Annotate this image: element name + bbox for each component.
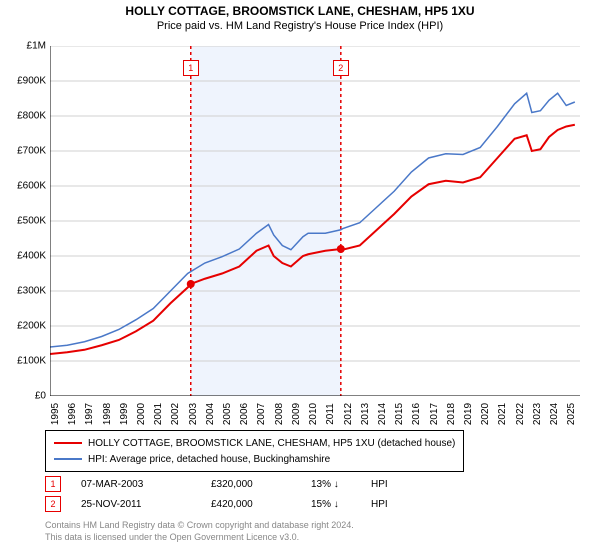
chart-svg	[50, 46, 580, 396]
marker-row: 1 07-MAR-2003 £320,000 13% ↓ HPI	[45, 474, 388, 494]
y-tick-label: £500K	[17, 216, 46, 227]
x-tick-label: 2007	[256, 403, 267, 425]
x-tick-label: 2002	[170, 403, 181, 425]
x-tick-label: 1998	[102, 403, 113, 425]
x-tick-label: 2004	[205, 403, 216, 425]
marker-number-box: 1	[45, 476, 61, 492]
title-block: HOLLY COTTAGE, BROOMSTICK LANE, CHESHAM,…	[0, 0, 600, 32]
x-tick-label: 2012	[343, 403, 354, 425]
legend: HOLLY COTTAGE, BROOMSTICK LANE, CHESHAM,…	[45, 430, 464, 472]
callout-box: 1	[183, 60, 199, 76]
x-tick-label: 2009	[291, 403, 302, 425]
marker-price: £320,000	[211, 479, 311, 490]
down-arrow-icon: ↓	[334, 499, 339, 510]
footnote: Contains HM Land Registry data © Crown c…	[45, 520, 354, 543]
x-tick-label: 2016	[411, 403, 422, 425]
x-tick-label: 2023	[532, 403, 543, 425]
x-tick-label: 2022	[515, 403, 526, 425]
x-tick-label: 2015	[394, 403, 405, 425]
chart-subtitle: Price paid vs. HM Land Registry's House …	[0, 20, 600, 32]
x-tick-label: 2001	[153, 403, 164, 425]
x-tick-label: 2006	[239, 403, 250, 425]
figure-container: HOLLY COTTAGE, BROOMSTICK LANE, CHESHAM,…	[0, 0, 600, 560]
marker-number-box: 2	[45, 496, 61, 512]
marker-pct: 15% ↓	[311, 499, 371, 510]
x-tick-label: 2024	[549, 403, 560, 425]
y-tick-label: £900K	[17, 76, 46, 87]
marker-date: 07-MAR-2003	[81, 479, 211, 490]
x-tick-label: 1996	[67, 403, 78, 425]
footnote-line: This data is licensed under the Open Gov…	[45, 532, 354, 544]
marker-price: £420,000	[211, 499, 311, 510]
legend-row: HPI: Average price, detached house, Buck…	[54, 451, 455, 467]
x-tick-label: 1995	[50, 403, 61, 425]
x-tick-label: 2021	[497, 403, 508, 425]
y-tick-label: £1M	[27, 41, 46, 52]
x-tick-label: 1997	[84, 403, 95, 425]
y-tick-label: £200K	[17, 321, 46, 332]
legend-label: HOLLY COTTAGE, BROOMSTICK LANE, CHESHAM,…	[88, 438, 455, 449]
x-tick-label: 2011	[325, 403, 336, 425]
y-tick-label: £300K	[17, 286, 46, 297]
y-tick-label: £0	[35, 391, 46, 402]
y-tick-label: £700K	[17, 146, 46, 157]
marker-date: 25-NOV-2011	[81, 499, 211, 510]
x-tick-label: 2018	[446, 403, 457, 425]
legend-row: HOLLY COTTAGE, BROOMSTICK LANE, CHESHAM,…	[54, 435, 455, 451]
marker-number: 2	[50, 499, 55, 509]
x-tick-label: 2020	[480, 403, 491, 425]
y-tick-label: £100K	[17, 356, 46, 367]
x-tick-label: 2000	[136, 403, 147, 425]
legend-swatch	[54, 442, 82, 444]
x-tick-label: 2008	[274, 403, 285, 425]
x-tick-label: 2017	[429, 403, 440, 425]
marker-vs: HPI	[371, 479, 388, 490]
x-tick-label: 2005	[222, 403, 233, 425]
x-tick-label: 2014	[377, 403, 388, 425]
x-tick-label: 1999	[119, 403, 130, 425]
marker-vs: HPI	[371, 499, 388, 510]
down-arrow-icon: ↓	[334, 479, 339, 490]
footnote-line: Contains HM Land Registry data © Crown c…	[45, 520, 354, 532]
legend-swatch	[54, 458, 82, 460]
marker-pct: 13% ↓	[311, 479, 371, 490]
x-tick-label: 2010	[308, 403, 319, 425]
x-tick-label: 2025	[566, 403, 577, 425]
y-tick-label: £600K	[17, 181, 46, 192]
marker-table: 1 07-MAR-2003 £320,000 13% ↓ HPI 2 25-NO…	[45, 474, 388, 514]
x-tick-label: 2003	[188, 403, 199, 425]
x-tick-label: 2013	[360, 403, 371, 425]
x-tick-label: 2019	[463, 403, 474, 425]
chart-area: 12£0£100K£200K£300K£400K£500K£600K£700K£…	[50, 46, 580, 396]
marker-number: 1	[50, 479, 55, 489]
y-tick-label: £800K	[17, 111, 46, 122]
marker-row: 2 25-NOV-2011 £420,000 15% ↓ HPI	[45, 494, 388, 514]
y-tick-label: £400K	[17, 251, 46, 262]
callout-box: 2	[333, 60, 349, 76]
legend-label: HPI: Average price, detached house, Buck…	[88, 454, 330, 465]
chart-title: HOLLY COTTAGE, BROOMSTICK LANE, CHESHAM,…	[0, 4, 600, 18]
